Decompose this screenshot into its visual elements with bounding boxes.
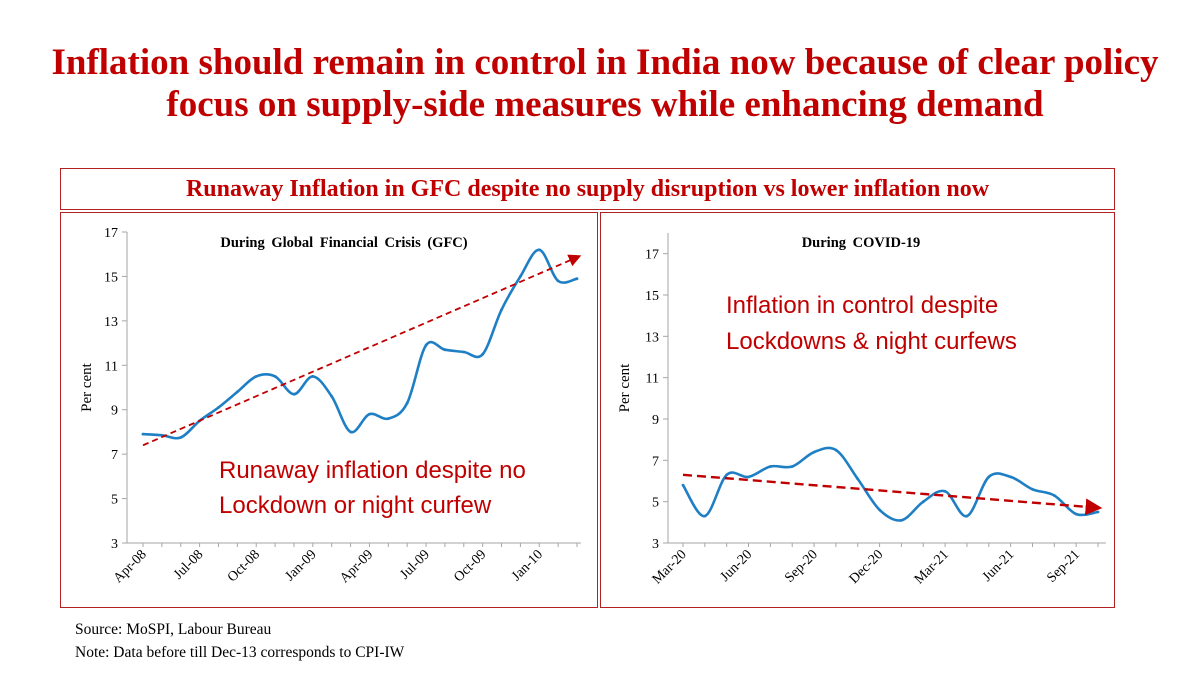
comparison-subtitle: Runaway Inflation in GFC despite no supp… xyxy=(60,168,1115,210)
covid-x-tick-label: Dec-20 xyxy=(847,547,887,587)
covid-y-tick-label: 7 xyxy=(652,454,659,469)
covid-data-point xyxy=(725,473,729,477)
gfc-annotation-line: Lockdown or night curfew xyxy=(219,492,492,519)
gfc-data-point xyxy=(273,375,277,378)
gfc-x-tick-label: Jul-09 xyxy=(398,547,433,582)
covid-data-point xyxy=(703,514,707,518)
covid-data-point xyxy=(834,448,838,452)
gfc-series-line xyxy=(142,248,578,440)
covid-chart-title: During COVID-19 xyxy=(802,235,921,251)
gfc-data-point xyxy=(556,279,560,283)
covid-data-point xyxy=(1074,512,1078,516)
gfc-y-tick-label: 17 xyxy=(104,226,118,241)
covid-y-tick-label: 13 xyxy=(645,330,659,345)
covid-data-point xyxy=(1052,494,1056,497)
covid-y-tick-label: 17 xyxy=(645,248,659,263)
covid-data-point xyxy=(812,450,816,454)
gfc-data-point xyxy=(349,430,352,434)
gfc-x-tick-label: Apr-09 xyxy=(337,547,376,586)
gfc-x-tick-label: Jan-09 xyxy=(283,547,320,584)
covid-y-tick-label: 5 xyxy=(652,496,659,511)
gfc-data-point xyxy=(500,308,503,312)
gfc-data-point xyxy=(141,432,145,436)
covid-data-point xyxy=(856,477,860,481)
gfc-data-point xyxy=(462,350,466,354)
gfc-data-point xyxy=(405,401,409,405)
covid-x-tick-label: Mar-21 xyxy=(912,547,952,587)
gfc-x-tick-label: Jul-08 xyxy=(171,547,206,582)
covid-x-tick-label: Jun-21 xyxy=(980,547,1018,585)
covid-data-point xyxy=(1009,475,1012,479)
covid-data-point xyxy=(1031,487,1034,491)
gfc-data-point xyxy=(330,395,334,398)
covid-data-point xyxy=(965,514,969,518)
gfc-data-point xyxy=(235,390,239,394)
gfc-x-tick-label: Apr-08 xyxy=(111,547,150,586)
gfc-data-point xyxy=(537,248,541,252)
gfc-y-tick-label: 5 xyxy=(111,493,118,508)
covid-data-point xyxy=(921,500,925,504)
covid-annotation-line: Lockdowns & night curfews xyxy=(726,328,1017,355)
source-note: Source: MoSPI, Labour Bureau xyxy=(75,621,272,638)
gfc-data-point xyxy=(368,412,371,416)
covid-data-point xyxy=(769,465,772,468)
gfc-data-point xyxy=(179,436,183,439)
gfc-y-tick-label: 7 xyxy=(111,448,118,463)
gfc-chart-title: During Global Financial Crisis (GFC) xyxy=(220,235,467,251)
gfc-y-tick-label: 11 xyxy=(105,359,118,374)
covid-annotation-line: Inflation in control despite xyxy=(726,292,998,319)
page-title: Inflation should remain in control in In… xyxy=(51,42,1159,125)
gfc-data-point xyxy=(519,275,522,278)
gfc-data-point xyxy=(254,375,258,378)
gfc-x-tick-label: Oct-09 xyxy=(451,547,489,585)
covid-data-point xyxy=(878,508,881,512)
gfc-data-point xyxy=(424,343,428,347)
covid-series-line xyxy=(681,446,1099,522)
covid-x-tick-label: Sep-21 xyxy=(1044,547,1083,586)
gfc-chart: 3 5 7 9 11 13 15 17 Apr-08 Jul-08 Oct-08 Jan-09 Apr-… xyxy=(79,226,582,586)
data-note: Note: Data before till Dec-13 correspond… xyxy=(75,644,405,661)
covid-data-point xyxy=(747,475,750,479)
gfc-y-tick-label: 15 xyxy=(104,270,118,285)
gfc-y-tick-label: 9 xyxy=(111,404,118,419)
covid-y-tick-label: 11 xyxy=(646,372,659,387)
gfc-data-point xyxy=(575,277,579,281)
covid-y-axis-title: Per cent xyxy=(617,363,633,413)
gfc-annotation-line: Runaway inflation despite no xyxy=(219,457,526,484)
covid-y-tick-label: 9 xyxy=(652,413,659,428)
covid-x-tick-label: Jun-20 xyxy=(718,547,756,585)
covid-y-tick-label: 15 xyxy=(645,289,659,304)
covid-chart: 3 5 7 9 11 13 15 17 Mar-20 Jun-20 Sep-20 Dec-20 Mar-… xyxy=(617,233,1106,587)
gfc-x-tick-label: Jan-10 xyxy=(509,547,546,584)
gfc-x-tick-label: Oct-08 xyxy=(225,547,263,585)
gfc-data-point xyxy=(443,348,447,352)
gfc-data-point xyxy=(481,352,485,356)
gfc-data-point xyxy=(311,375,315,378)
covid-x-tick-label: Sep-20 xyxy=(782,547,821,586)
gfc-data-point xyxy=(386,417,390,420)
covid-data-point xyxy=(987,475,991,479)
gfc-chart-panel: 3 5 7 9 11 13 15 17 Apr-08 Jul-08 Oct-08 Jan-09 Apr-… xyxy=(60,212,598,608)
gfc-y-tick-label: 3 xyxy=(111,537,118,552)
covid-data-point xyxy=(900,518,903,522)
covid-y-tick-label: 3 xyxy=(652,537,659,552)
covid-data-point xyxy=(681,483,685,487)
covid-chart-panel: 3 5 7 9 11 13 15 17 Mar-20 Jun-20 Sep-20 Dec-20 Mar-… xyxy=(600,212,1115,608)
covid-x-tick-label: Mar-20 xyxy=(650,547,690,587)
gfc-trend-arrow xyxy=(142,254,582,447)
gfc-data-point xyxy=(292,392,296,396)
gfc-y-tick-label: 13 xyxy=(104,315,118,330)
covid-data-point xyxy=(1096,510,1100,514)
gfc-y-axis-title: Per cent xyxy=(79,362,95,412)
covid-data-point xyxy=(943,489,947,493)
covid-data-point xyxy=(790,465,794,468)
gfc-data-point xyxy=(217,406,220,409)
